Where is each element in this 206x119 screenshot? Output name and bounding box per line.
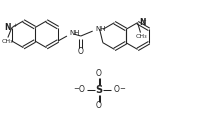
Text: −: −: [73, 86, 78, 92]
Text: O: O: [96, 101, 102, 110]
Text: O: O: [96, 69, 102, 78]
Text: CH₃: CH₃: [2, 39, 14, 44]
Text: O: O: [77, 47, 83, 56]
Text: NH: NH: [95, 26, 106, 32]
Text: CH₃: CH₃: [135, 34, 147, 39]
Text: +: +: [141, 18, 146, 23]
Text: −: −: [119, 86, 125, 92]
Text: S: S: [95, 85, 102, 95]
Text: O: O: [78, 85, 84, 94]
Text: +: +: [13, 23, 18, 28]
Text: NH: NH: [69, 30, 79, 36]
Text: N: N: [138, 18, 145, 27]
Text: O: O: [113, 85, 119, 94]
Text: N: N: [4, 23, 10, 32]
